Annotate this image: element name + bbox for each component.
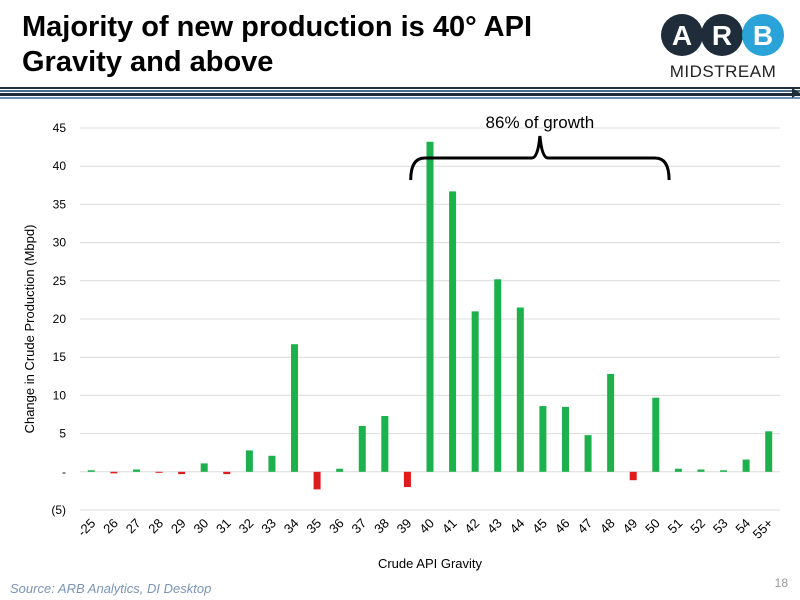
logo-circle-a [661, 14, 703, 56]
bar-54 [742, 459, 750, 472]
logo-subtitle: MIDSTREAM [669, 62, 777, 81]
y-tick-label: 40 [53, 159, 67, 173]
x-tick-label: 41 [439, 516, 460, 537]
bar-47 [584, 435, 592, 472]
x-tick-label: 52 [687, 516, 708, 537]
y-tick-label: 45 [53, 121, 67, 135]
logo-circle-r [701, 14, 743, 56]
bar-36 [336, 468, 344, 472]
x-tick-label: 44 [507, 516, 528, 537]
x-tick-label: 30 [190, 516, 211, 537]
bar-37 [358, 425, 366, 472]
source-note: Source: ARB Analytics, DI Desktop [10, 581, 212, 596]
bar-52 [697, 469, 705, 472]
header-rule [0, 87, 800, 99]
page-number: 18 [774, 576, 788, 590]
logo-circle-b [742, 14, 784, 56]
bar-26 [110, 471, 118, 474]
x-tick-label: 39 [394, 516, 415, 537]
y-tick-label: 15 [53, 350, 67, 364]
bar-34 [291, 344, 299, 472]
bar-38 [381, 416, 389, 472]
x-tick-label: 45 [529, 516, 550, 537]
y-axis-title: Change in Crude Production (Mbpd) [22, 225, 37, 434]
bar-51 [674, 468, 682, 472]
bar-55+ [765, 431, 773, 472]
bar-45 [539, 406, 547, 472]
bar-30 [200, 463, 208, 472]
bars-layer [87, 141, 773, 490]
x-tick-label: 55+ [750, 516, 776, 542]
y-tick-label: 5 [59, 427, 66, 441]
y-tick-label: 10 [53, 388, 67, 402]
x-tick-label: 31 [213, 516, 234, 537]
bar--25 [87, 470, 95, 472]
bar-28 [155, 471, 163, 473]
bar-41 [449, 191, 457, 472]
x-tick-label: 27 [123, 516, 144, 537]
x-tick-label: 40 [416, 516, 437, 537]
x-tick-label: 32 [236, 516, 257, 537]
annotation-layer: 86% of growth [409, 113, 671, 181]
bar-49 [629, 471, 637, 481]
bar-42 [471, 311, 479, 472]
x-tick-label: 53 [710, 516, 731, 537]
bar-31 [223, 471, 231, 475]
x-tick-label: 26 [100, 516, 121, 537]
bar-35 [313, 471, 321, 490]
title-line-1: Majority of new production is 40° API [22, 11, 533, 43]
bar-43 [494, 279, 502, 472]
bar-39 [403, 471, 411, 488]
bar-53 [720, 470, 728, 472]
x-tick-label: 43 [484, 516, 505, 537]
bar-48 [607, 374, 615, 472]
x-tick-label: 54 [732, 516, 753, 537]
title-line-2: Gravity and above [22, 46, 274, 78]
x-tick-label: 49 [620, 516, 641, 537]
bar-29 [178, 471, 186, 475]
y-tick-label: 25 [53, 274, 67, 288]
logo-letter-a: A [672, 20, 692, 51]
bar-40 [426, 141, 434, 472]
bar-33 [268, 455, 276, 472]
y-tick-label: 35 [53, 197, 67, 211]
bar-50 [652, 397, 660, 472]
x-axis-title: Crude API Gravity [378, 556, 483, 571]
x-tick-label: 34 [281, 516, 302, 537]
x-tick-label: 47 [574, 516, 595, 537]
x-tick-label: 36 [326, 516, 347, 537]
x-tick-label: 33 [258, 516, 279, 537]
x-tick-label: 28 [145, 516, 166, 537]
arb-midstream-logo: A R B MIDSTREAM [660, 12, 786, 84]
x-tick-label: 46 [552, 516, 573, 537]
logo-letter-r: R [712, 20, 732, 51]
y-tick-label: 20 [53, 312, 67, 326]
annotation-label: 86% of growth [486, 113, 595, 132]
x-tick-label: 37 [349, 516, 370, 537]
logo-letter-b: B [753, 20, 773, 51]
y-tick-label: 30 [53, 236, 67, 250]
bar-32 [245, 450, 253, 472]
bar-44 [516, 307, 524, 472]
y-tick-label: - [62, 465, 66, 479]
x-tick-label: 29 [168, 516, 189, 537]
y-tick-label: (5) [51, 503, 66, 517]
x-tick-label: 48 [597, 516, 618, 537]
page-title: Majority of new production is 40° API Gr… [22, 10, 622, 80]
x-tick-label: 42 [461, 516, 482, 537]
x-tick-label: 35 [303, 516, 324, 537]
logo-circles: A R B [661, 14, 784, 56]
rule-arrow-icon [792, 88, 800, 98]
x-tick-label: 51 [665, 516, 686, 537]
bar-27 [132, 469, 140, 472]
x-tick-label: 38 [371, 516, 392, 537]
x-tick-label: -25 [75, 516, 99, 540]
x-tick-label: 50 [642, 516, 663, 537]
growth-bracket [409, 135, 671, 181]
bar-46 [561, 406, 569, 472]
